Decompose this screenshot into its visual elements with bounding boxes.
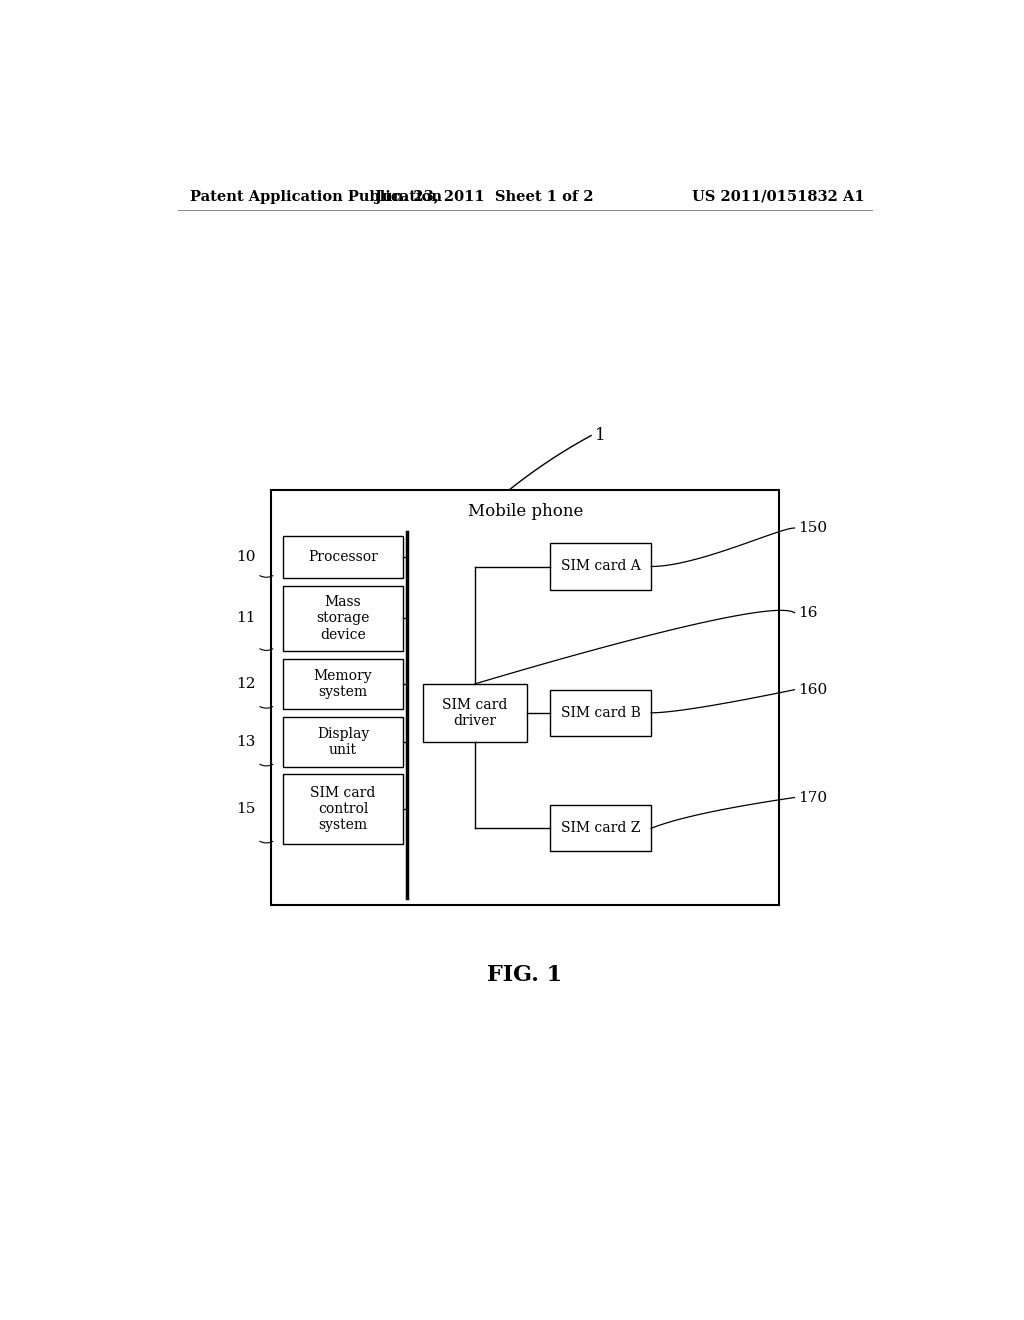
Text: 150: 150 [799,521,827,535]
Bar [423,684,527,742]
Bar [283,659,403,709]
Text: 160: 160 [799,682,827,697]
Bar [550,805,651,851]
Bar [550,689,651,737]
Bar [550,544,651,590]
Text: SIM card Z: SIM card Z [561,821,640,836]
Text: SIM card
driver: SIM card driver [442,698,508,727]
Text: SIM card A: SIM card A [561,560,641,573]
Text: Mobile phone: Mobile phone [468,503,583,520]
Text: SIM card
control
system: SIM card control system [310,785,376,832]
Text: 10: 10 [237,550,256,564]
Text: FIG. 1: FIG. 1 [487,964,562,986]
Text: Display
unit: Display unit [317,726,370,756]
Text: Processor: Processor [308,550,378,564]
Text: 15: 15 [237,803,256,816]
Bar [271,490,779,906]
Bar [283,775,403,843]
Text: Patent Application Publication: Patent Application Publication [190,190,442,203]
Text: 170: 170 [799,791,827,804]
Bar [283,717,403,767]
Text: Memory
system: Memory system [313,669,373,700]
Bar [283,586,403,651]
Text: 16: 16 [799,606,818,619]
Text: 11: 11 [237,611,256,626]
Text: 1: 1 [595,428,605,444]
Text: Mass
storage
device: Mass storage device [316,595,370,642]
Text: 12: 12 [237,677,256,690]
Text: Jun. 23, 2011  Sheet 1 of 2: Jun. 23, 2011 Sheet 1 of 2 [375,190,594,203]
Text: 13: 13 [237,735,256,748]
Text: SIM card B: SIM card B [561,706,641,719]
Text: US 2011/0151832 A1: US 2011/0151832 A1 [691,190,864,203]
Bar [283,536,403,578]
